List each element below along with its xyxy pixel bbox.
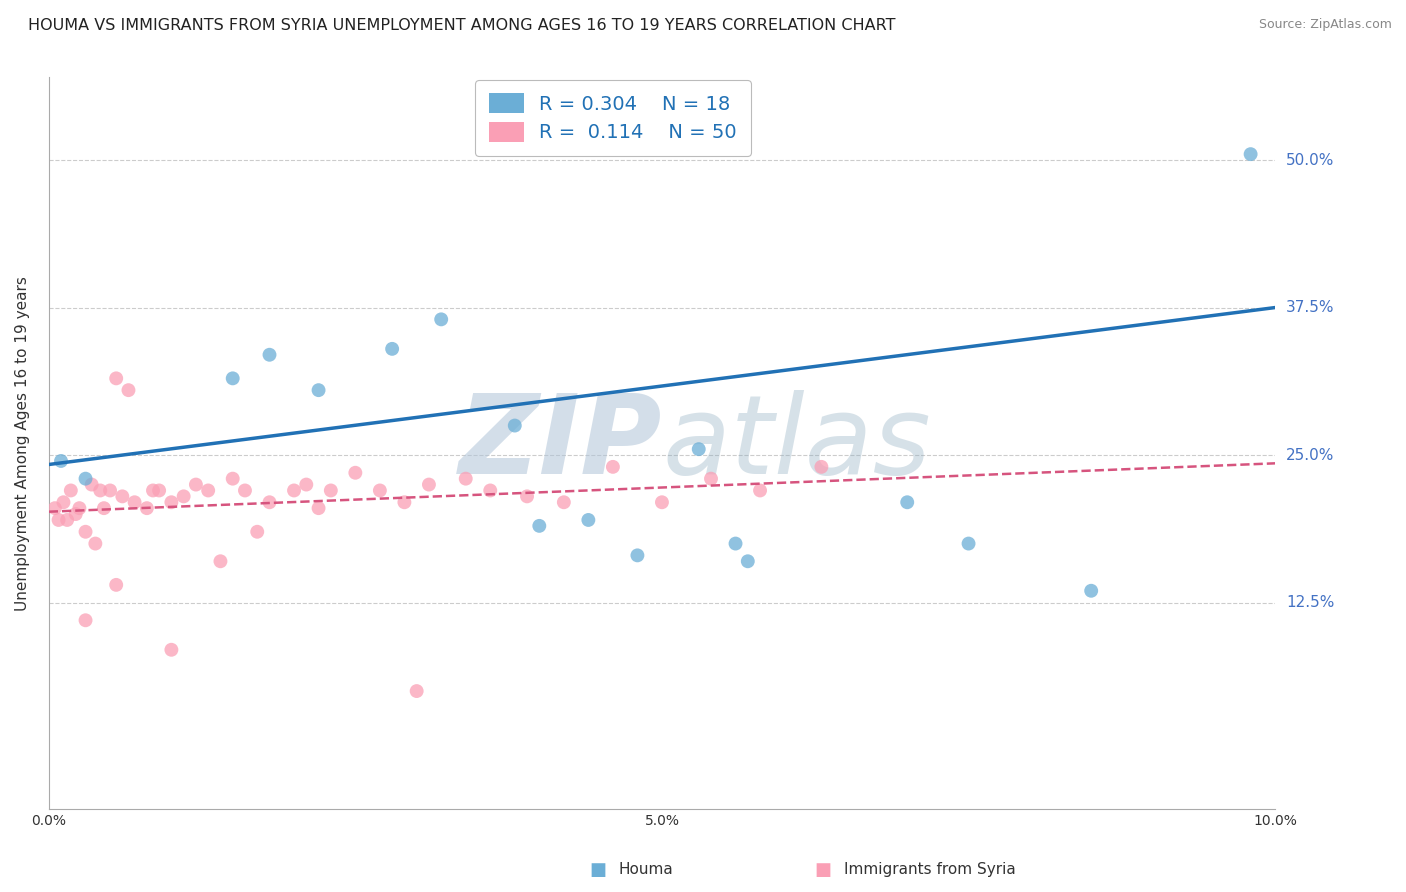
Point [160,495,183,509]
Point [75,613,97,627]
Point [479,483,502,498]
Point [1239,147,1261,161]
Point [259,348,281,362]
Point [246,524,269,539]
Point [259,495,281,509]
Text: HOUMA VS IMMIGRANTS FROM SYRIA UNEMPLOYMENT AMONG AGES 16 TO 19 YEARS CORRELATIO: HOUMA VS IMMIGRANTS FROM SYRIA UNEMPLOYM… [28,18,896,33]
Point [896,495,918,509]
Point [418,477,440,491]
Point [48,513,70,527]
Point [381,342,404,356]
Point [529,519,551,533]
Point [430,312,453,326]
Point [160,642,183,657]
Point [117,383,139,397]
Y-axis label: Unemployment Among Ages 16 to 19 years: Unemployment Among Ages 16 to 19 years [15,276,30,611]
Point [1080,583,1102,598]
Point [295,477,318,491]
Point [209,554,232,568]
Point [56,513,79,527]
Point [222,371,245,385]
Point [283,483,305,498]
Point [553,495,575,509]
Point [148,483,170,498]
Point [49,454,72,468]
Point [626,549,648,563]
Point [105,371,128,385]
Point [75,524,97,539]
Text: 37.5%: 37.5% [1286,300,1334,315]
Point [67,501,90,516]
Point [142,483,165,498]
Point [602,459,624,474]
Text: 50.0%: 50.0% [1286,153,1334,168]
Point [80,477,103,491]
Point [124,495,146,509]
Point [368,483,391,498]
Point [749,483,772,498]
Point [344,466,367,480]
Text: Immigrants from Syria: Immigrants from Syria [844,863,1015,877]
Point [651,495,673,509]
Point [700,472,723,486]
Point [135,501,157,516]
Text: Source: ZipAtlas.com: Source: ZipAtlas.com [1258,18,1392,31]
Point [111,489,134,503]
Point [197,483,219,498]
Point [59,483,82,498]
Point [503,418,526,433]
Point [724,536,747,550]
Point [319,483,342,498]
Text: 25.0%: 25.0% [1286,448,1334,463]
Point [222,472,245,486]
Point [75,472,97,486]
Point [688,442,710,457]
Point [93,501,115,516]
Text: 12.5%: 12.5% [1286,595,1334,610]
Point [89,483,111,498]
Text: ■: ■ [589,861,606,879]
Text: atlas: atlas [662,390,931,497]
Point [44,501,66,516]
Legend: R = 0.304    N = 18, R =  0.114    N = 50: R = 0.304 N = 18, R = 0.114 N = 50 [475,80,751,156]
Point [52,495,75,509]
Point [308,383,330,397]
Point [105,578,128,592]
Point [810,459,832,474]
Point [233,483,256,498]
Point [516,489,538,503]
Point [405,684,427,698]
Point [84,536,107,550]
Text: ZIP: ZIP [458,390,662,497]
Point [184,477,207,491]
Point [394,495,416,509]
Point [576,513,599,527]
Text: Houma: Houma [619,863,673,877]
Point [173,489,195,503]
Text: ■: ■ [814,861,831,879]
Point [98,483,121,498]
Point [957,536,980,550]
Point [737,554,759,568]
Point [65,507,87,521]
Point [308,501,330,516]
Point [454,472,477,486]
